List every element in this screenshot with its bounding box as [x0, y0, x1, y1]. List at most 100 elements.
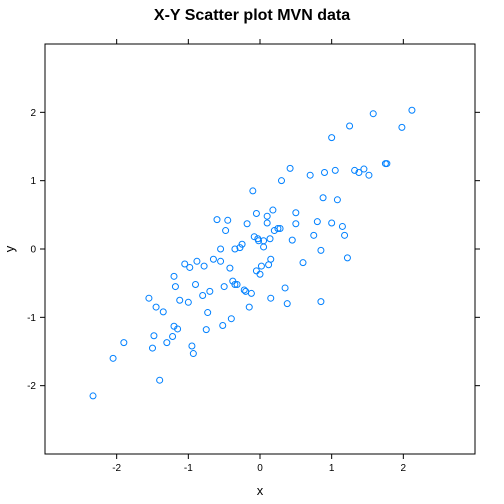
- data-point: [240, 286, 248, 294]
- data-point: [331, 166, 339, 174]
- data-point: [192, 281, 199, 289]
- data-point: [369, 110, 377, 118]
- data-point: [252, 267, 260, 275]
- data-point: [288, 236, 296, 244]
- data-point: [152, 303, 160, 311]
- data-point: [242, 287, 250, 295]
- data-point: [219, 322, 227, 330]
- data-point: [199, 291, 207, 299]
- data-point: [317, 298, 325, 306]
- data-point: [267, 255, 275, 263]
- data-point: [245, 303, 253, 311]
- data-point: [89, 392, 97, 400]
- data-point: [328, 219, 336, 227]
- data-point: [360, 165, 368, 173]
- plot-frame: [44, 43, 476, 455]
- data-point: [247, 289, 255, 297]
- data-point: [260, 237, 268, 245]
- data-point: [398, 123, 406, 131]
- x-tick-label: 2: [401, 463, 407, 474]
- data-point: [341, 231, 349, 239]
- data-point: [220, 283, 228, 291]
- data-point: [202, 326, 210, 334]
- data-point: [227, 315, 235, 323]
- y-axis-ticks: -2 -1 0 1 2: [27, 108, 480, 392]
- data-point: [263, 219, 271, 227]
- data-point: [188, 342, 196, 350]
- data-point: [200, 262, 208, 270]
- data-point: [278, 177, 285, 185]
- data-point: [145, 294, 153, 302]
- data-point: [351, 166, 359, 174]
- data-point: [255, 237, 263, 245]
- data-point: [292, 209, 300, 217]
- data-point: [249, 187, 257, 195]
- data-point: [299, 259, 307, 267]
- data-point: [310, 231, 318, 239]
- data-point: [163, 339, 171, 347]
- data-point: [236, 244, 244, 252]
- data-point: [328, 134, 336, 142]
- data-points: [89, 106, 416, 400]
- data-point: [250, 233, 258, 241]
- data-point: [222, 227, 230, 235]
- data-point: [243, 220, 251, 228]
- data-point: [238, 240, 246, 248]
- y-tick-label: -1: [27, 313, 36, 324]
- data-point: [292, 220, 300, 228]
- data-point: [233, 281, 241, 289]
- data-point: [274, 225, 282, 232]
- data-point: [319, 194, 327, 202]
- x-tick-label: -2: [112, 463, 121, 474]
- data-point: [267, 294, 275, 302]
- data-point: [149, 344, 156, 352]
- data-point: [206, 287, 214, 295]
- y-tick-label: 2: [30, 108, 36, 119]
- x-axis-ticks: -2 -1 0 1 2: [112, 39, 407, 474]
- data-point: [120, 339, 128, 347]
- data-point: [229, 277, 237, 285]
- data-point: [193, 257, 201, 265]
- data-point: [355, 168, 363, 176]
- data-point: [169, 332, 177, 340]
- data-point: [408, 106, 416, 114]
- chart-title: X-Y Scatter plot MVN data: [154, 7, 350, 24]
- data-point: [306, 171, 314, 179]
- data-point: [150, 332, 158, 340]
- data-point: [217, 245, 225, 253]
- y-tick-label: -2: [27, 381, 36, 392]
- data-point: [159, 308, 167, 316]
- y-axis-label: y: [2, 245, 17, 252]
- data-point: [346, 122, 354, 130]
- data-point: [209, 255, 217, 263]
- data-point: [257, 262, 265, 270]
- data-point: [266, 235, 274, 243]
- x-tick-label: 1: [329, 463, 335, 474]
- data-point: [281, 284, 289, 292]
- x-axis-label: x: [257, 483, 264, 498]
- data-point: [231, 245, 239, 253]
- data-point: [170, 272, 178, 280]
- data-point: [224, 216, 232, 224]
- data-point: [276, 225, 284, 232]
- x-tick-label: 0: [257, 463, 263, 474]
- data-point: [283, 300, 291, 308]
- data-point: [317, 246, 325, 254]
- data-point: [226, 264, 234, 272]
- data-point: [213, 216, 221, 224]
- data-point: [313, 218, 321, 226]
- data-point: [333, 196, 341, 204]
- data-point: [186, 263, 194, 271]
- x-tick-label: -1: [184, 463, 193, 474]
- data-point: [231, 281, 239, 289]
- data-point: [263, 212, 271, 220]
- data-point: [321, 168, 328, 176]
- data-point: [252, 209, 260, 217]
- data-point: [269, 206, 277, 214]
- data-point: [338, 222, 346, 230]
- data-point: [176, 296, 184, 304]
- data-point: [171, 283, 179, 291]
- data-point: [286, 164, 294, 172]
- data-point: [217, 257, 225, 265]
